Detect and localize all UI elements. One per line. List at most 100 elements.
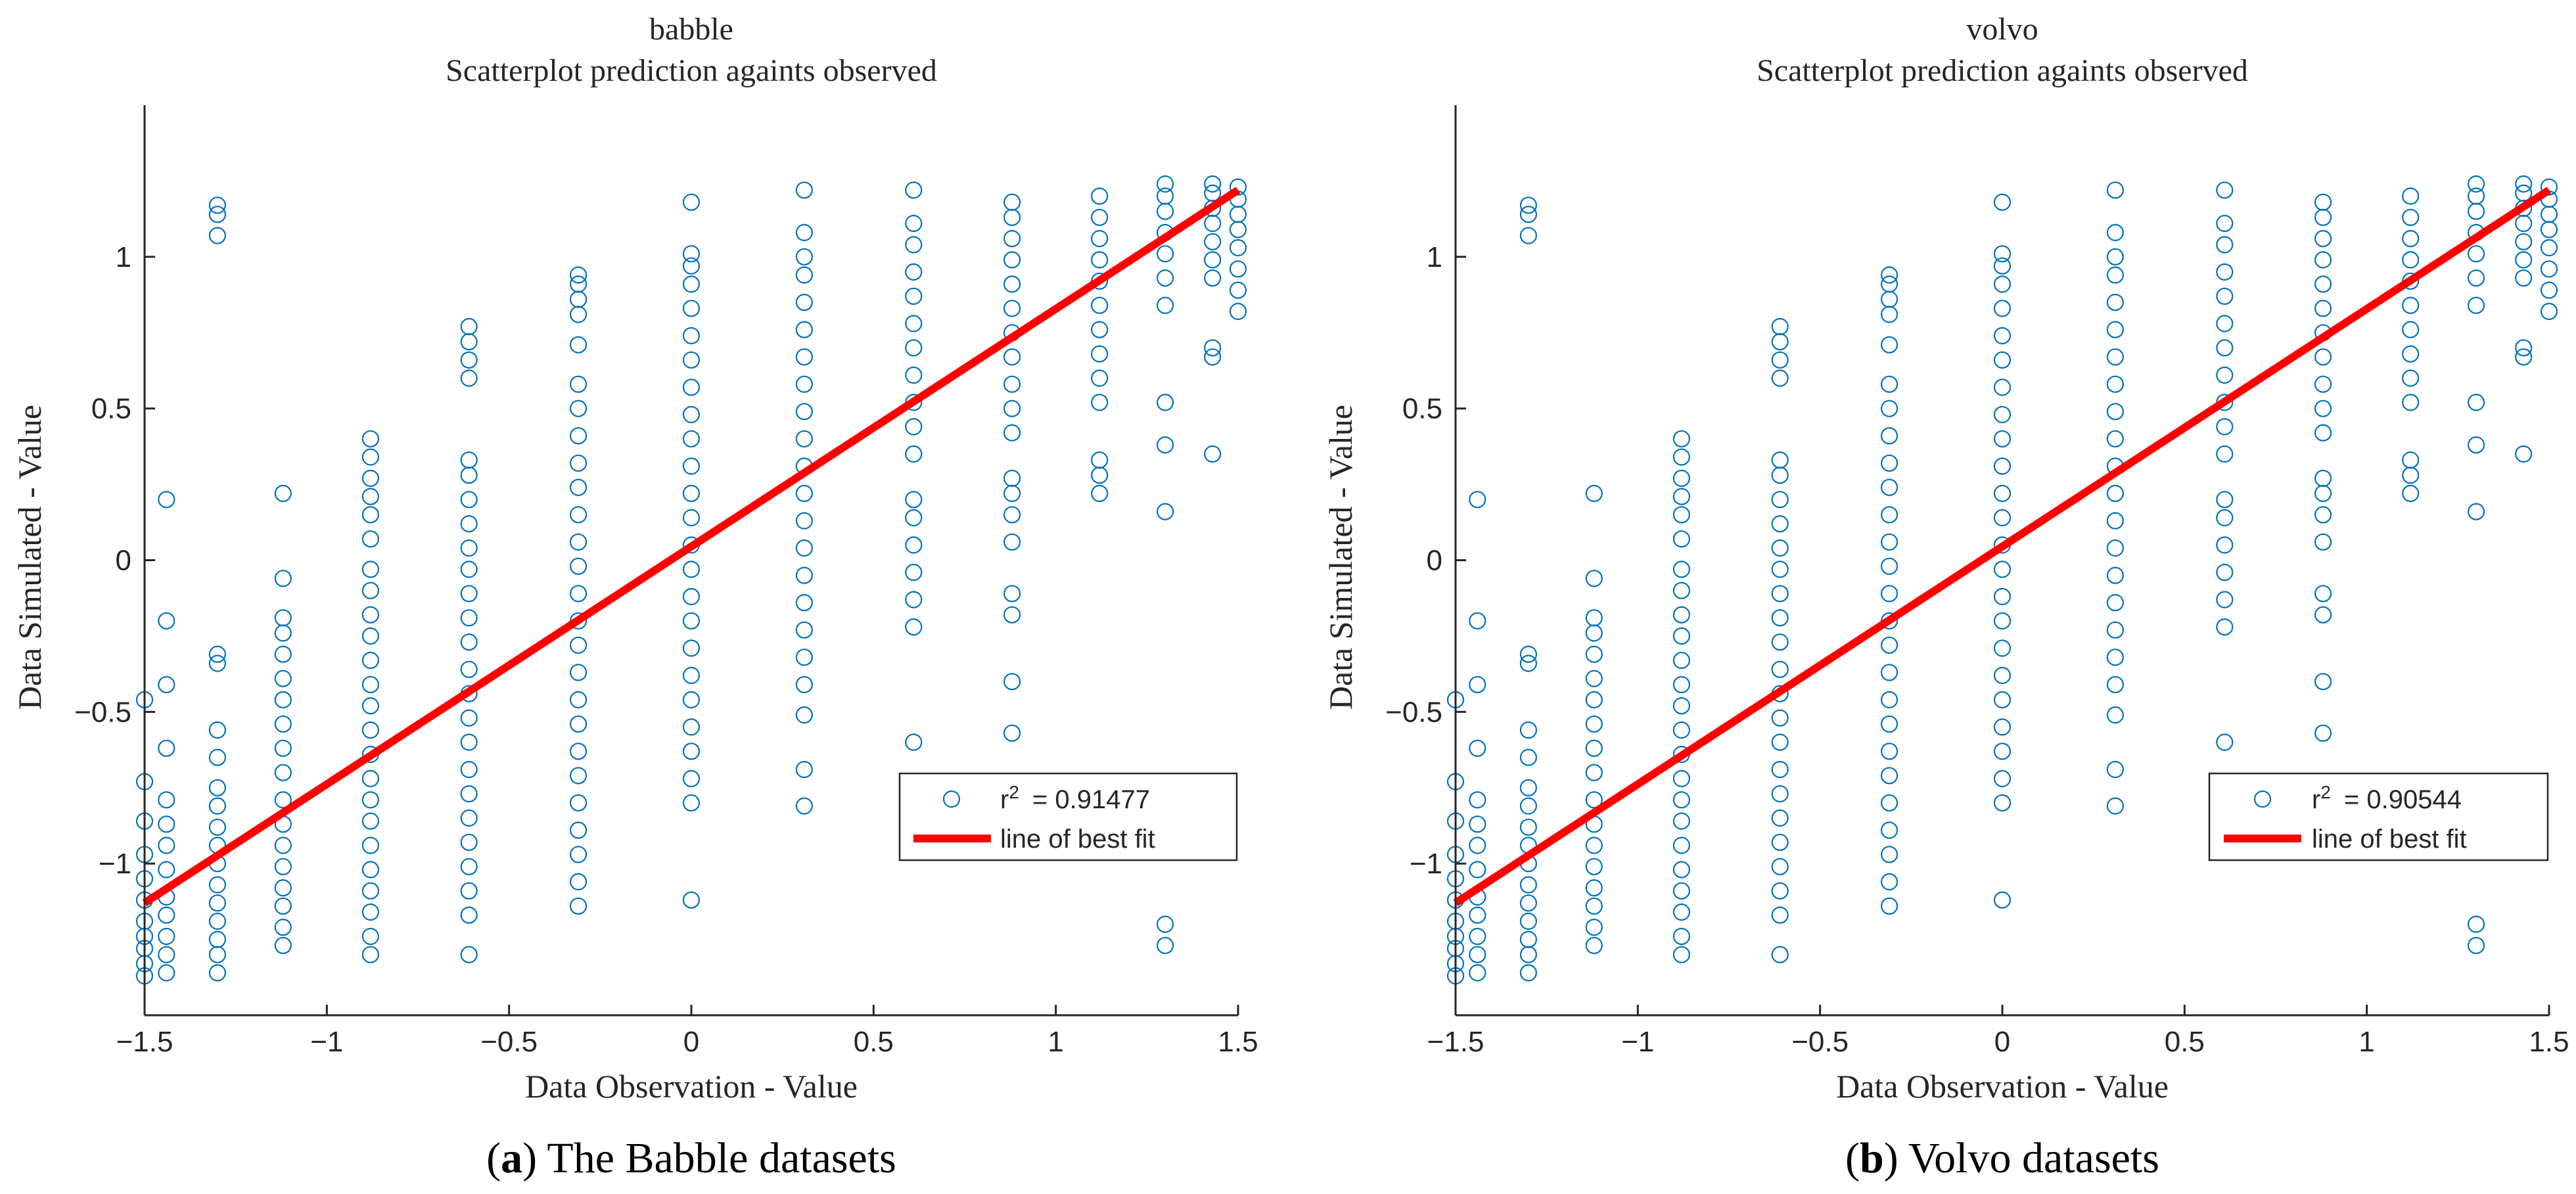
data-point [1091, 230, 1109, 248]
x-tick-label: −0.5 [1791, 1026, 1849, 1058]
data-point [1881, 557, 1898, 575]
data-point [460, 733, 478, 751]
y-axis-label: Data Simulated - Value [1322, 405, 1359, 710]
data-point [158, 739, 175, 757]
data-point [1881, 794, 1898, 812]
x-tick-label: −1 [1621, 1026, 1654, 1058]
data-point [2314, 673, 2332, 691]
data-point [1091, 369, 1109, 387]
data-point [1993, 666, 2012, 685]
data-point [1003, 230, 1021, 248]
data-point [569, 715, 587, 733]
data-point [460, 906, 478, 924]
data-point [208, 797, 226, 815]
data-point [569, 427, 587, 445]
data-point [2402, 187, 2420, 205]
data-point [905, 366, 923, 384]
data-point [158, 491, 175, 509]
data-point [1229, 178, 1247, 196]
data-point [274, 484, 292, 503]
data-point [2106, 676, 2124, 693]
chart-title: babble [649, 12, 733, 47]
data-point [569, 400, 587, 417]
data-point [1519, 645, 1537, 663]
data-point [274, 879, 292, 897]
y-tick-label: 0 [1427, 545, 1442, 577]
data-point [795, 348, 814, 366]
data-point [274, 739, 292, 757]
data-point [569, 664, 587, 681]
data-point [1672, 627, 1690, 645]
data-point [1881, 454, 1898, 472]
data-point [1881, 743, 1898, 760]
data-point [1003, 484, 1021, 503]
data-point [795, 621, 814, 639]
data-point [274, 624, 292, 642]
data-point [1993, 193, 2012, 211]
data-point [795, 321, 814, 338]
data-point [208, 876, 226, 894]
data-point [1672, 448, 1690, 466]
data-point [1585, 837, 1603, 854]
data-point [1519, 206, 1537, 223]
data-point [158, 861, 175, 879]
data-point [361, 697, 380, 715]
data-point [1469, 739, 1486, 757]
data-point [1469, 837, 1486, 854]
data-point [1771, 709, 1789, 727]
data-point [1672, 791, 1690, 809]
data-point [2468, 503, 2485, 520]
data-point [2314, 484, 2332, 503]
data-point [1003, 424, 1021, 442]
legend: r2 = 0.91477 line of best fit [898, 772, 1238, 861]
data-point [158, 612, 175, 630]
data-point [361, 769, 380, 788]
data-point [460, 946, 478, 963]
data-point [1229, 239, 1247, 257]
data-point [460, 467, 478, 484]
data-point [1672, 469, 1690, 488]
data-point [2515, 214, 2533, 233]
data-point [1993, 639, 2012, 657]
data-point [361, 882, 380, 900]
data-point [682, 612, 701, 630]
data-point [460, 491, 478, 509]
data-point [682, 193, 701, 211]
data-point [2216, 181, 2234, 199]
data-point [1003, 585, 1021, 603]
data-point [569, 506, 587, 524]
data-point [2402, 296, 2420, 314]
x-tick-label: 1 [1047, 1026, 1063, 1058]
data-point [569, 636, 587, 654]
x-tick-label: 0.5 [854, 1026, 894, 1058]
data-point [1469, 946, 1486, 963]
data-point [274, 936, 292, 954]
data-point [682, 743, 701, 760]
data-point [460, 882, 478, 900]
data-point [569, 478, 587, 496]
data-point [682, 639, 701, 657]
data-point [274, 837, 292, 854]
data-point [569, 897, 587, 915]
y-tick-label: −1 [99, 848, 131, 880]
data-point [1993, 612, 2012, 630]
data-point [158, 906, 175, 924]
data-point [1771, 760, 1789, 779]
data-point [795, 223, 814, 241]
data-point [274, 609, 292, 627]
x-tick-label: −0.5 [480, 1026, 538, 1058]
data-point [1519, 196, 1537, 214]
data-point [905, 236, 923, 254]
data-point [1519, 912, 1537, 930]
data-point [905, 445, 923, 463]
data-point [274, 691, 292, 709]
chart-title: volvo [1966, 12, 2038, 47]
data-point [1003, 193, 1021, 211]
data-point [1585, 879, 1603, 897]
scatter-points [135, 175, 1247, 985]
data-point [1993, 718, 2012, 736]
data-point [1881, 636, 1898, 654]
data-point [1204, 233, 1222, 250]
legend-fit-label: line of best fit [2312, 825, 2467, 854]
data-point [208, 721, 226, 739]
